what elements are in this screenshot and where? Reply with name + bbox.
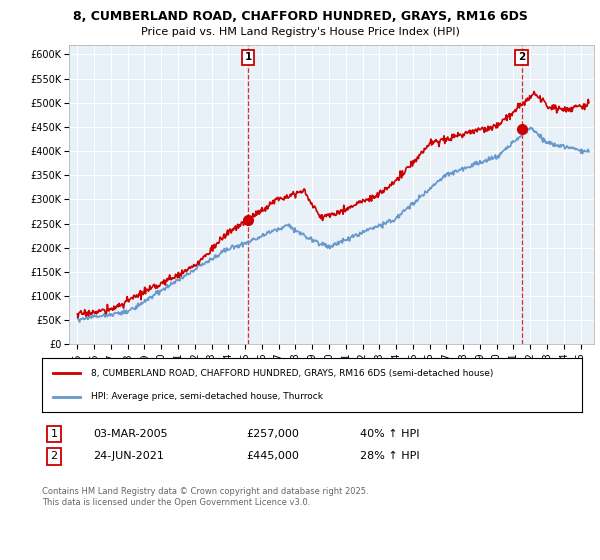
Text: HPI: Average price, semi-detached house, Thurrock: HPI: Average price, semi-detached house,…: [91, 392, 323, 401]
Text: 1: 1: [50, 429, 58, 439]
Text: 1: 1: [244, 52, 251, 62]
Text: £445,000: £445,000: [246, 451, 299, 461]
Text: 28% ↑ HPI: 28% ↑ HPI: [360, 451, 419, 461]
Text: 24-JUN-2021: 24-JUN-2021: [93, 451, 164, 461]
Text: 8, CUMBERLAND ROAD, CHAFFORD HUNDRED, GRAYS, RM16 6DS: 8, CUMBERLAND ROAD, CHAFFORD HUNDRED, GR…: [73, 10, 527, 23]
Text: 2: 2: [518, 52, 525, 62]
Text: £257,000: £257,000: [246, 429, 299, 439]
Text: Price paid vs. HM Land Registry's House Price Index (HPI): Price paid vs. HM Land Registry's House …: [140, 27, 460, 37]
Text: 03-MAR-2005: 03-MAR-2005: [93, 429, 167, 439]
Text: 8, CUMBERLAND ROAD, CHAFFORD HUNDRED, GRAYS, RM16 6DS (semi-detached house): 8, CUMBERLAND ROAD, CHAFFORD HUNDRED, GR…: [91, 369, 493, 378]
Text: 40% ↑ HPI: 40% ↑ HPI: [360, 429, 419, 439]
Text: 2: 2: [50, 451, 58, 461]
Text: Contains HM Land Registry data © Crown copyright and database right 2025.
This d: Contains HM Land Registry data © Crown c…: [42, 487, 368, 507]
